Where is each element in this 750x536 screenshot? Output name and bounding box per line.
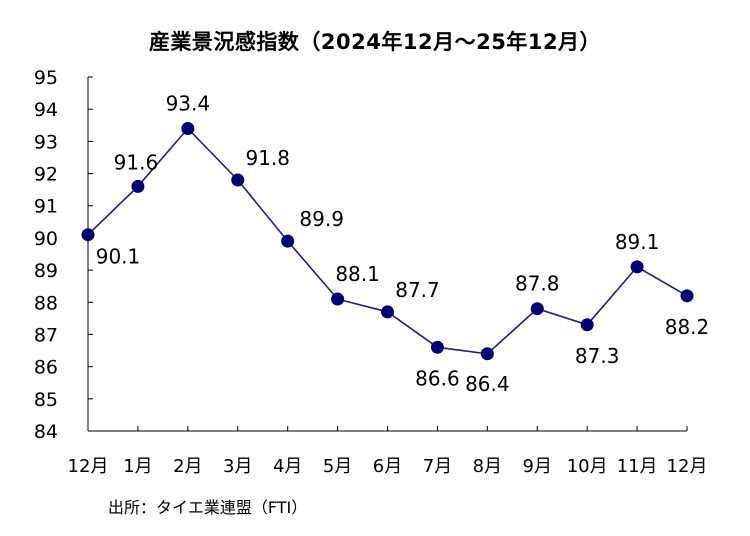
data-label: 90.1 (96, 245, 141, 269)
data-point (430, 340, 444, 354)
y-tick-label: 91 (34, 196, 58, 218)
data-label: 89.9 (299, 207, 344, 231)
y-axis-ticks: 84 85 86 87 88 89 90 91 92 93 94 95 (34, 67, 93, 443)
x-axis-ticks: 12月 1月 2月 3月 4月 5月 6月 7月 8月 9月 10月 11月 12月 (68, 426, 708, 477)
y-tick-label: 94 (34, 99, 58, 121)
data-point (231, 173, 245, 187)
y-tick-label: 90 (34, 228, 58, 250)
data-point (530, 302, 544, 316)
x-tick-label: 5月 (323, 456, 352, 477)
y-tick-label: 84 (34, 421, 58, 443)
data-label: 93.4 (166, 91, 211, 115)
series-markers (81, 121, 694, 361)
x-tick-label: 4月 (273, 456, 302, 477)
data-label: 86.6 (415, 366, 460, 390)
x-tick-label: 10月 (567, 456, 608, 477)
y-tick-label: 92 (34, 164, 58, 186)
data-label: 87.7 (395, 278, 440, 302)
y-tick-label: 93 (34, 131, 58, 153)
chart-axes (87, 77, 687, 432)
y-tick-label: 88 (34, 292, 58, 314)
x-tick-label: 7月 (423, 456, 452, 477)
data-point (81, 228, 95, 242)
data-point (580, 318, 594, 332)
data-label: 87.8 (515, 272, 560, 296)
x-tick-label: 11月 (617, 456, 658, 477)
x-tick-label: 6月 (373, 456, 402, 477)
x-tick-label: 3月 (223, 456, 252, 477)
chart-title: 産業景況感指数（2024年12月～25年12月） (148, 30, 602, 54)
x-tick-label: 8月 (473, 456, 502, 477)
y-tick-label: 86 (34, 357, 58, 379)
data-point (381, 305, 394, 319)
data-labels: 90.1 91.6 93.4 91.8 89.9 88.1 87.7 86.6 86.4 87.8… (96, 91, 710, 395)
data-point (181, 121, 195, 135)
y-tick-label: 95 (34, 67, 58, 89)
data-point (331, 292, 345, 306)
data-point (131, 179, 145, 193)
data-point (630, 260, 644, 274)
data-label: 87.3 (575, 344, 620, 368)
data-label: 86.4 (465, 372, 510, 396)
data-label: 91.8 (245, 146, 290, 170)
x-tick-label: 9月 (523, 456, 552, 477)
data-label: 91.6 (114, 150, 159, 174)
data-label: 88.1 (335, 262, 380, 286)
data-label: 89.1 (615, 230, 660, 254)
data-point (680, 289, 694, 303)
x-tick-label: 12月 (68, 456, 109, 477)
y-tick-label: 89 (34, 260, 58, 282)
y-tick-label: 85 (34, 389, 58, 411)
series-line (87, 127, 688, 355)
data-label: 88.2 (665, 315, 710, 339)
data-point (281, 234, 295, 248)
x-tick-label: 12月 (667, 456, 708, 477)
data-point (480, 347, 494, 361)
source-note: 出所：タイエ業連盟（FTI） (108, 498, 308, 517)
y-tick-label: 87 (34, 324, 58, 346)
x-tick-label: 1月 (123, 456, 152, 477)
x-tick-label: 2月 (173, 456, 202, 477)
